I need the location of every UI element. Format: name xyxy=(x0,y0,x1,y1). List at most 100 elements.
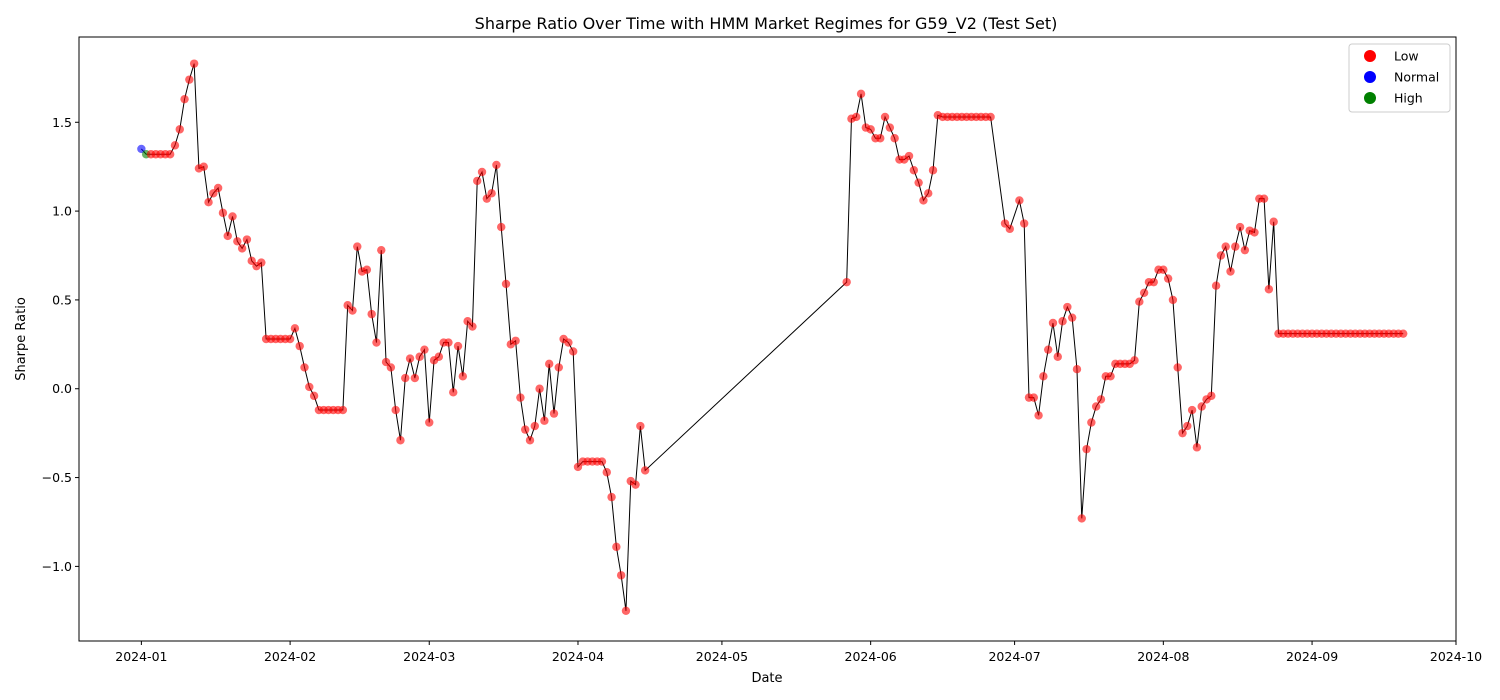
x-tick-label: 2024-08 xyxy=(1137,649,1189,664)
x-tick-label: 2024-07 xyxy=(988,649,1040,664)
data-point-low xyxy=(492,160,501,170)
data-point-low xyxy=(1183,421,1192,431)
data-point-low xyxy=(309,391,319,401)
data-point-low xyxy=(924,189,933,198)
data-point-low xyxy=(1159,265,1168,274)
data-point-low xyxy=(237,244,247,253)
data-point-low xyxy=(1029,393,1038,402)
data-point-low xyxy=(386,363,396,372)
data-point-low xyxy=(477,167,487,177)
data-point-low xyxy=(564,338,573,347)
data-point-low xyxy=(1015,196,1024,205)
data-point-low xyxy=(285,334,295,344)
data-point-low xyxy=(348,306,357,315)
data-point-low xyxy=(1207,391,1216,401)
data-point-low xyxy=(367,309,376,319)
data-point-low xyxy=(919,196,928,205)
data-point-low xyxy=(396,436,405,445)
x-tick-label: 2024-05 xyxy=(696,649,748,664)
data-point-low xyxy=(535,384,544,393)
data-point-low xyxy=(180,94,189,104)
y-axis: −1.0 −0.5 0.0 0.5 1.0 1.5 xyxy=(42,115,79,574)
data-point-low xyxy=(597,457,607,466)
data-point-low xyxy=(1072,365,1082,374)
data-point-low xyxy=(573,462,583,472)
data-point-low xyxy=(218,208,228,218)
data-point-low xyxy=(482,194,492,203)
data-point-low xyxy=(453,341,463,351)
data-point-low xyxy=(353,242,362,251)
data-point-low xyxy=(1250,228,1259,237)
data-point-low xyxy=(295,341,304,351)
data-point-low xyxy=(1135,297,1144,306)
x-tick-label: 2024-03 xyxy=(403,649,455,664)
data-point-low xyxy=(487,189,496,198)
data-point-low xyxy=(204,198,213,207)
plot-frame xyxy=(78,36,1457,642)
data-point-low xyxy=(1269,217,1278,226)
data-point-low xyxy=(1197,402,1206,411)
data-point-low xyxy=(444,338,453,347)
y-tick-label: 0.5 xyxy=(52,292,72,307)
data-point-low xyxy=(343,301,352,310)
data-point-low xyxy=(415,352,424,361)
data-point-low xyxy=(165,150,175,159)
y-tick-label: 1.5 xyxy=(52,115,72,130)
data-point-low xyxy=(434,352,444,361)
data-point-low xyxy=(521,425,530,434)
data-point-low xyxy=(233,237,242,246)
data-point-low xyxy=(170,141,180,150)
data-point-low xyxy=(616,571,626,580)
data-point-low xyxy=(607,492,616,502)
data-point-low xyxy=(362,265,372,274)
data-point-low xyxy=(223,231,232,241)
data-point-low xyxy=(880,112,890,122)
y-axis-title: Sharpe Ratio xyxy=(14,297,29,381)
data-point-low xyxy=(876,134,885,143)
data-point-low xyxy=(1067,313,1077,322)
data-point-low xyxy=(1063,302,1072,312)
data-point-low xyxy=(602,468,611,477)
data-point-low xyxy=(554,363,563,372)
y-tick-label: 1.0 xyxy=(52,204,72,219)
data-point-low xyxy=(1048,318,1058,328)
data-point-low xyxy=(568,347,578,356)
data-point-low xyxy=(213,183,223,193)
data-point-low xyxy=(1264,285,1274,294)
y-tick-label: −0.5 xyxy=(42,470,72,485)
data-point-low xyxy=(1000,219,1010,228)
data-point-low xyxy=(852,112,861,122)
data-point-low xyxy=(1163,274,1173,283)
data-point-low xyxy=(300,363,309,372)
data-point-low xyxy=(640,466,650,475)
data-point-low xyxy=(1399,329,1408,338)
data-point-low xyxy=(612,542,621,552)
data-point-low xyxy=(511,336,520,345)
data-point-low xyxy=(1192,443,1202,452)
legend-label-normal: Normal xyxy=(1394,70,1439,85)
data-point-low xyxy=(1178,428,1187,438)
data-point-low xyxy=(1211,281,1221,290)
sharpe-ratio-line xyxy=(140,63,1404,611)
x-tick-label: 2024-06 xyxy=(845,649,897,664)
data-point-low xyxy=(381,357,391,367)
data-point-low xyxy=(621,606,631,615)
data-point-low xyxy=(636,421,645,431)
data-point-low xyxy=(1221,242,1230,251)
data-point-low xyxy=(1130,356,1139,365)
data-point-low xyxy=(1226,267,1235,276)
data-point-low xyxy=(540,416,549,425)
data-point-low xyxy=(338,405,348,415)
data-point-low xyxy=(1173,363,1182,372)
data-point-low xyxy=(420,345,429,354)
data-point-low xyxy=(986,112,995,122)
legend-label-high: High xyxy=(1394,91,1423,106)
data-point-low xyxy=(1096,395,1106,404)
data-point-normal xyxy=(137,144,146,154)
data-point-low xyxy=(185,75,194,84)
x-tick-label: 2024-01 xyxy=(115,649,167,664)
data-point-low xyxy=(405,354,415,363)
data-point-low xyxy=(928,166,938,175)
data-point-low xyxy=(1019,219,1029,228)
data-point-low xyxy=(247,256,256,266)
